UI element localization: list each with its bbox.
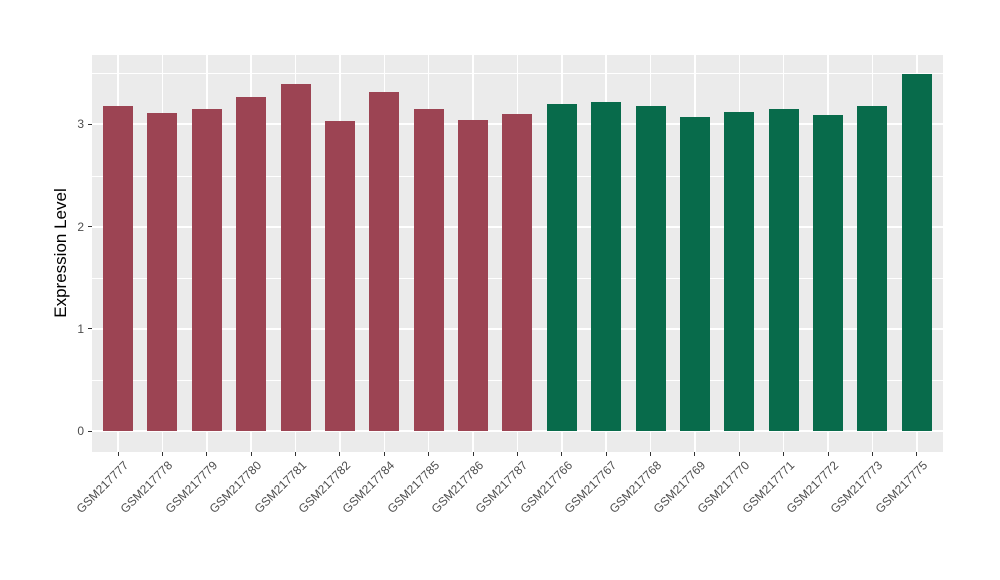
bar (103, 106, 133, 431)
x-tick-mark (117, 452, 119, 456)
y-tick-mark (88, 123, 92, 125)
x-tick-mark (516, 452, 518, 456)
x-tick-mark (738, 452, 740, 456)
x-tick-mark (295, 452, 297, 456)
x-tick-mark (694, 452, 696, 456)
bar (324, 121, 355, 431)
bar (857, 106, 888, 431)
bar (635, 106, 666, 431)
bar (147, 113, 178, 431)
y-tick-label: 3 (77, 117, 84, 132)
bar (768, 109, 799, 431)
x-tick-mark (561, 452, 563, 456)
bar (191, 109, 222, 431)
x-tick-mark (916, 452, 918, 456)
bar (458, 120, 489, 431)
x-tick-mark (339, 452, 341, 456)
bar (502, 114, 533, 431)
y-tick-mark (88, 226, 92, 228)
y-tick-label: 2 (77, 219, 84, 234)
y-tick-mark (88, 328, 92, 330)
bar (591, 101, 622, 431)
bar (724, 112, 755, 431)
x-tick-mark (206, 452, 208, 456)
x-tick-mark (650, 452, 652, 456)
bar (813, 115, 844, 431)
y-tick-mark (88, 430, 92, 432)
bar (679, 117, 710, 431)
bar (369, 91, 400, 431)
bar (236, 96, 267, 431)
x-tick-mark (383, 452, 385, 456)
bar (901, 74, 932, 431)
x-tick-mark (871, 452, 873, 456)
x-tick-mark (250, 452, 252, 456)
bar (413, 109, 444, 431)
y-tick-label: 1 (77, 321, 84, 336)
x-tick-mark (161, 452, 163, 456)
x-tick-mark (472, 452, 474, 456)
y-tick-label: 0 (77, 424, 84, 438)
x-tick-mark (827, 452, 829, 456)
y-axis-title: Expression Level (51, 188, 70, 318)
bar (280, 83, 311, 431)
bar (546, 103, 577, 431)
x-tick-mark (428, 452, 430, 456)
x-tick-mark (783, 452, 785, 456)
plot-panel (92, 55, 943, 452)
x-tick-mark (605, 452, 607, 456)
